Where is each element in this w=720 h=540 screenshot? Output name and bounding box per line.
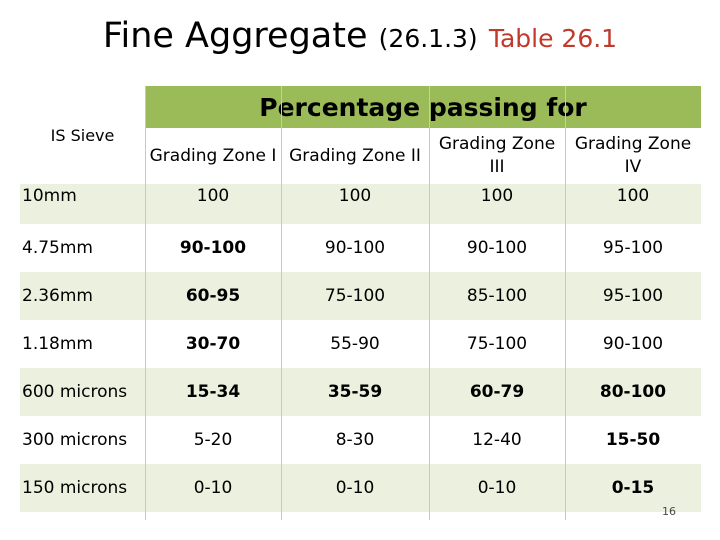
value-cell: 90-100 — [466, 238, 528, 258]
zone-header-2: Grading Zone II — [289, 145, 421, 166]
value-cell: 100 — [196, 186, 230, 206]
column-divider — [429, 86, 430, 520]
value-cell: 85-100 — [466, 286, 528, 306]
value-cell: 95-100 — [602, 238, 664, 258]
value-cell: 0-10 — [335, 478, 375, 498]
value-cell: 75-100 — [324, 286, 386, 306]
value-cell: 90-100 — [602, 334, 664, 354]
page-number: 16 — [662, 505, 676, 518]
column-divider — [281, 86, 282, 520]
sieve-column-header: IS Sieve — [20, 86, 145, 184]
value-cell: 90-100 — [324, 238, 386, 258]
value-cell: 100 — [338, 186, 372, 206]
value-cell: 35-59 — [327, 382, 383, 402]
sieve-cell: 2.36mm — [22, 286, 93, 306]
table-row: 2.36mm 60-95 75-100 85-100 95-100 — [20, 272, 701, 320]
zone-header-3: Grading Zone III — [438, 134, 556, 177]
value-cell: 30-70 — [185, 334, 241, 354]
value-cell: 12-40 — [472, 430, 522, 450]
table-row: 4.75mm 90-100 90-100 90-100 95-100 — [20, 224, 701, 272]
value-cell: 0-15 — [611, 478, 655, 498]
value-cell: 0-10 — [193, 478, 233, 498]
value-cell: 80-100 — [599, 382, 667, 402]
value-cell: 55-90 — [330, 334, 380, 354]
sieve-cell: 150 microns — [22, 478, 128, 498]
table-row: 10mm 100 100 100 100 — [20, 184, 701, 224]
table-row: 600 microns 15-34 35-59 60-79 80-100 — [20, 368, 701, 416]
sieve-cell: 4.75mm — [22, 238, 93, 258]
column-divider — [145, 86, 146, 520]
zone-header-4: Grading Zone IV — [574, 134, 692, 177]
value-cell: 15-34 — [185, 382, 241, 402]
value-cell: 75-100 — [466, 334, 528, 354]
title-table-ref: Table 26.1 — [488, 24, 618, 53]
zone-header-1: Grading Zone I — [149, 145, 277, 166]
value-cell: 60-95 — [185, 286, 241, 306]
value-cell: 95-100 — [602, 286, 664, 306]
grading-table: IS Sieve Percentage passing for Grading … — [20, 86, 701, 512]
value-cell: 100 — [616, 186, 650, 206]
table-row: 150 microns 0-10 0-10 0-10 0-15 — [20, 464, 701, 512]
table-header-row: IS Sieve Percentage passing for — [20, 86, 701, 184]
value-cell: 90-100 — [179, 238, 247, 258]
value-cell: 15-50 — [605, 430, 661, 450]
value-cell: 60-79 — [469, 382, 525, 402]
percentage-header: Percentage passing for — [259, 92, 587, 122]
sieve-cell: 10mm — [22, 186, 77, 206]
value-cell: 8-30 — [335, 430, 375, 450]
title-main: Fine Aggregate — [102, 16, 368, 56]
title-ref: (26.1.3) — [378, 24, 478, 53]
value-cell: 5-20 — [193, 430, 233, 450]
sieve-cell: 300 microns — [22, 430, 128, 450]
sieve-cell: 600 microns — [22, 382, 128, 402]
slide-title: Fine Aggregate (26.1.3) Table 26.1 — [0, 16, 720, 56]
table-row: 300 microns 5-20 8-30 12-40 15-50 — [20, 416, 701, 464]
value-cell: 100 — [480, 186, 514, 206]
value-cell: 0-10 — [477, 478, 517, 498]
column-divider — [565, 86, 566, 520]
sieve-cell: 1.18mm — [22, 334, 93, 354]
table-row: 1.18mm 30-70 55-90 75-100 90-100 — [20, 320, 701, 368]
